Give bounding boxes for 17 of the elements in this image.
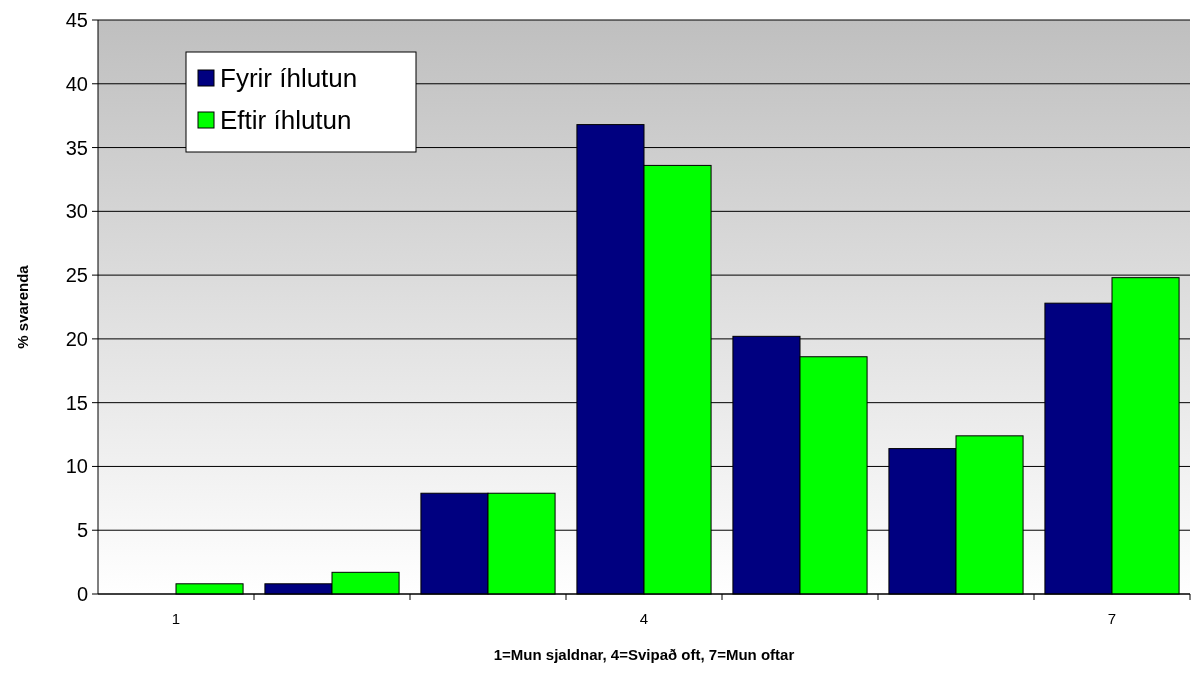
legend-label: Eftir íhlutun xyxy=(220,105,352,136)
y-tick-label: 5 xyxy=(76,519,88,542)
y-tick-label: 10 xyxy=(65,455,88,478)
x-axis-title: 1=Mun sjaldnar, 4=Svipað oft, 7=Mun oftar xyxy=(493,646,795,663)
legend-label: Fyrir íhlutun xyxy=(220,63,358,94)
x-tick-label: 7 xyxy=(1107,610,1117,627)
x-tick-label: 1 xyxy=(171,610,181,627)
y-axis-title: % svarenda xyxy=(14,264,31,349)
y-tick-label: 0 xyxy=(76,583,88,605)
y-tick-label: 40 xyxy=(65,72,88,95)
y-tick-label: 20 xyxy=(65,327,88,350)
y-tick-label: 15 xyxy=(65,391,88,414)
y-tick-label: 25 xyxy=(65,264,88,287)
x-tick-label: 4 xyxy=(639,610,649,627)
y-tick-label: 30 xyxy=(65,200,88,223)
y-tick-label: 45 xyxy=(65,9,88,31)
y-tick-label: 35 xyxy=(65,136,88,159)
